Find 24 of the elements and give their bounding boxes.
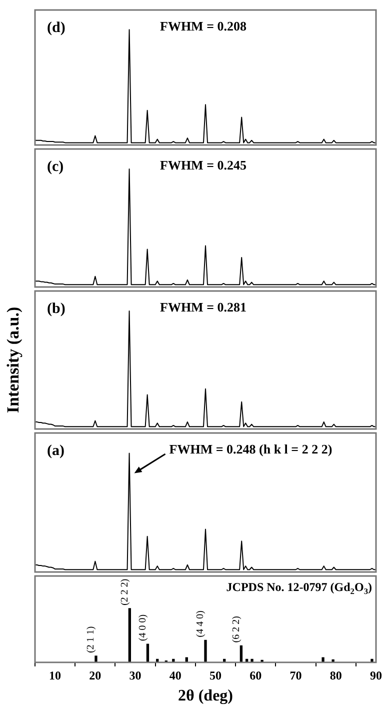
x-tick-label: 20 — [89, 668, 102, 683]
annotation: (2 1 1) — [86, 626, 97, 653]
chart-title: (c) — [47, 158, 64, 175]
x-tick-label: 60 — [250, 668, 262, 683]
x-tick-label: 70 — [290, 668, 302, 683]
chart-title: (d) — [47, 20, 66, 36]
annotation: (4 0 0) — [137, 614, 148, 642]
x-tick-label: 90 — [370, 668, 382, 683]
y-axis-title: Intensity (a.u.) — [3, 306, 22, 414]
x-axis-title: 2θ (deg) — [178, 688, 234, 705]
x-tick-label: 30 — [129, 668, 142, 683]
annotation: FWHM = 0.245 — [160, 157, 247, 172]
chart-title: (a) — [47, 442, 64, 459]
x-tick-label: 80 — [330, 668, 342, 683]
x-tick-label: 50 — [210, 668, 222, 683]
annotation: (2 2 2) — [119, 578, 130, 606]
annotation: FWHM = 0.208 — [160, 18, 247, 34]
x-tick-label: 10 — [49, 668, 62, 683]
annotation: (4 4 0) — [195, 610, 206, 638]
chart-title: (b) — [47, 300, 66, 317]
annotation: (6 2 2) — [230, 616, 242, 643]
x-tick-label: 40 — [169, 668, 182, 683]
annotation: FWHM = 0.248 (h k l = 2 2 2) — [169, 441, 332, 456]
annotation: FWHM = 0.281 — [160, 299, 246, 314]
